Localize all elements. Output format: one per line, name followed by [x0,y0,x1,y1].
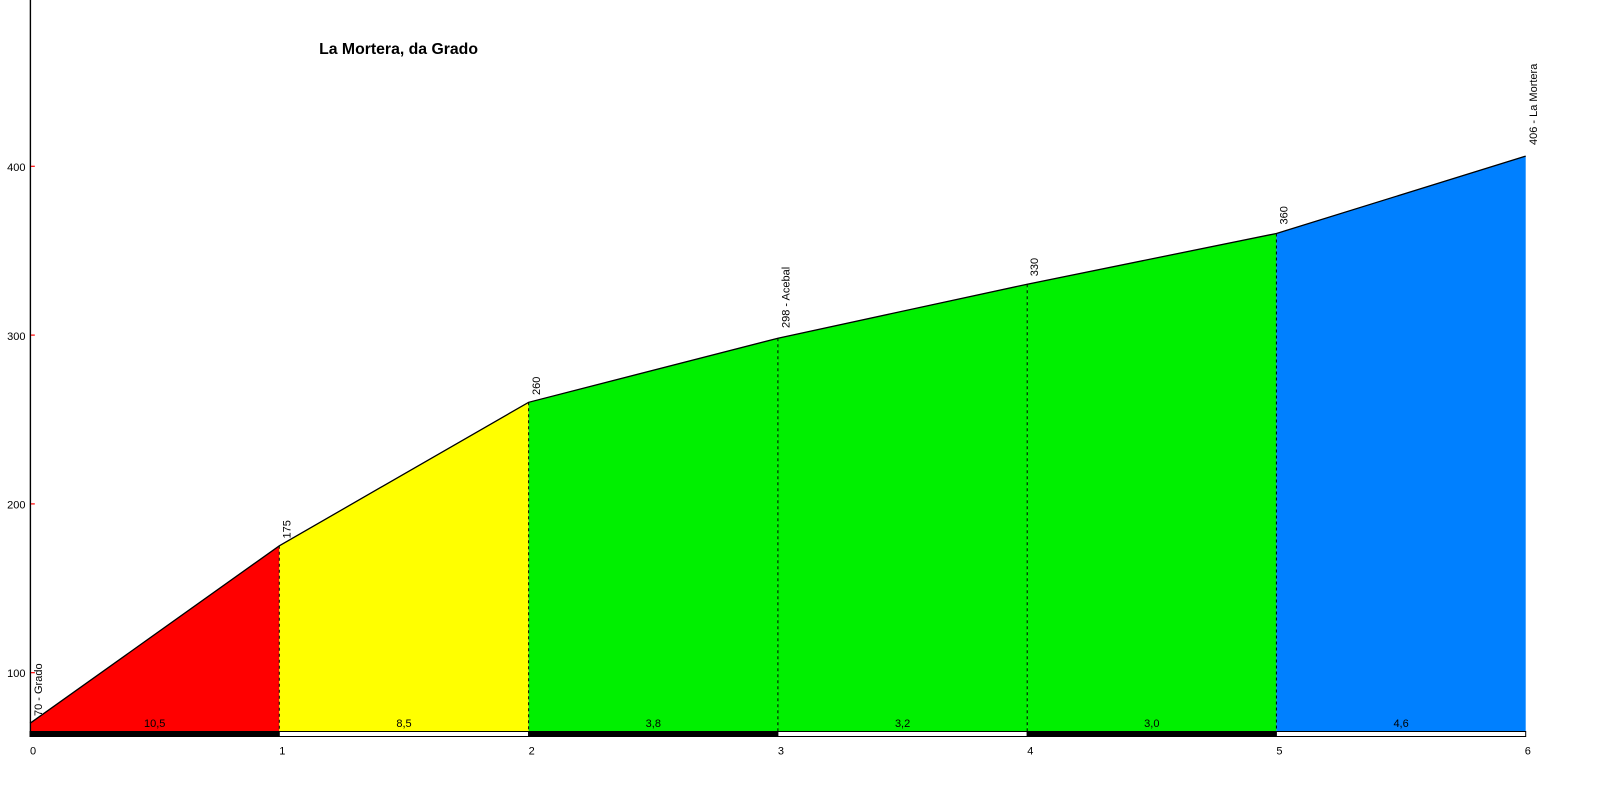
svg-text:70 - Grado: 70 - Grado [33,663,45,716]
svg-text:260: 260 [531,377,543,395]
svg-text:10,5: 10,5 [144,718,165,730]
svg-text:3: 3 [778,746,784,758]
svg-text:100: 100 [7,668,25,680]
svg-text:1: 1 [279,746,285,758]
svg-text:4,6: 4,6 [1393,718,1408,730]
svg-text:298 - Acebal: 298 - Acebal [780,267,792,328]
svg-text:2: 2 [529,746,535,758]
svg-text:175: 175 [282,520,294,538]
svg-text:0: 0 [30,746,36,758]
svg-text:La Mortera, da Grado: La Mortera, da Grado [319,41,478,58]
svg-text:8,5: 8,5 [396,718,411,730]
svg-text:3,0: 3,0 [1144,718,1159,730]
svg-text:5: 5 [1276,746,1282,758]
svg-text:300: 300 [7,331,25,343]
svg-text:4: 4 [1027,746,1033,758]
svg-text:6: 6 [1525,746,1531,758]
svg-text:200: 200 [7,499,25,511]
svg-text:330: 330 [1029,258,1041,276]
svg-text:400: 400 [7,162,25,174]
svg-text:3,8: 3,8 [646,718,661,730]
svg-text:3,2: 3,2 [895,718,910,730]
svg-text:406 - La Mortera: 406 - La Mortera [1528,63,1540,145]
svg-text:360: 360 [1278,206,1290,224]
